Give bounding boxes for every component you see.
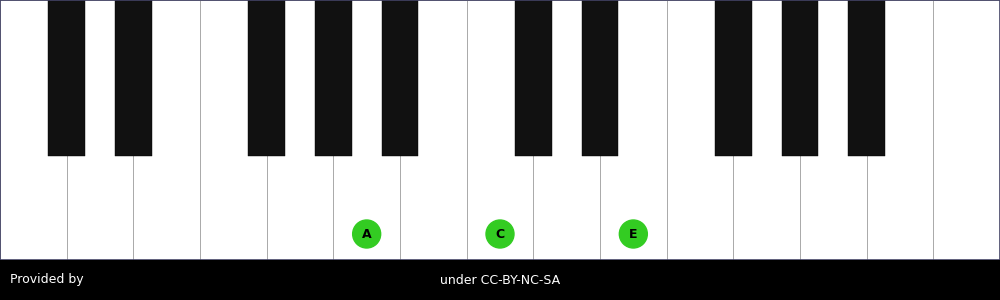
Bar bbox=[515, 0, 552, 156]
Bar bbox=[267, 0, 333, 260]
Bar bbox=[467, 0, 533, 260]
Text: E: E bbox=[629, 227, 638, 241]
Bar bbox=[400, 0, 467, 260]
Bar bbox=[133, 0, 200, 260]
Bar bbox=[0, 0, 67, 260]
Text: under CC-BY-NC-SA: under CC-BY-NC-SA bbox=[440, 274, 560, 286]
Bar bbox=[67, 0, 133, 260]
Text: C: C bbox=[495, 227, 505, 241]
Bar bbox=[600, 0, 667, 260]
Bar bbox=[382, 0, 418, 156]
Bar bbox=[715, 0, 752, 156]
Ellipse shape bbox=[486, 220, 514, 248]
Bar bbox=[867, 0, 933, 260]
Bar bbox=[200, 0, 267, 260]
Bar bbox=[933, 0, 1000, 260]
Bar bbox=[115, 0, 152, 156]
Bar bbox=[667, 0, 733, 260]
Ellipse shape bbox=[619, 220, 647, 248]
Bar bbox=[800, 0, 867, 260]
Bar bbox=[582, 0, 618, 156]
Ellipse shape bbox=[353, 220, 381, 248]
Bar bbox=[48, 0, 85, 156]
Bar bbox=[733, 0, 800, 260]
Bar bbox=[315, 0, 352, 156]
Bar bbox=[248, 0, 285, 156]
Bar bbox=[782, 0, 818, 156]
Text: Provided by: Provided by bbox=[10, 274, 84, 286]
Text: A: A bbox=[362, 227, 371, 241]
Bar bbox=[848, 0, 885, 156]
Bar bbox=[333, 0, 400, 260]
Bar bbox=[533, 0, 600, 260]
